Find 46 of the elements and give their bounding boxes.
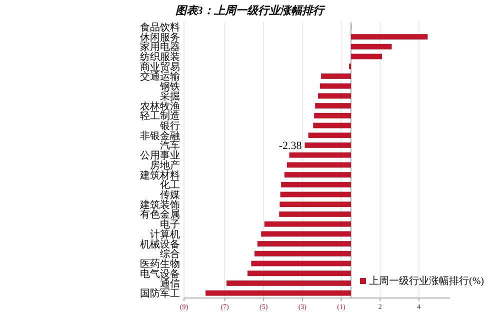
y-tick-label: 计算机: [150, 228, 180, 240]
bar: [318, 93, 351, 99]
bar: [320, 83, 351, 89]
y-tick-label: 建筑装饰: [139, 198, 180, 211]
y-tick-label: 食品饮料: [140, 21, 180, 34]
bar: [350, 34, 428, 40]
chart-title: 图表3：上周一级行业涨幅排行: [175, 4, 326, 17]
y-tick-label: 医药生物: [140, 258, 180, 270]
legend-label: 上周一级行业涨幅排行(%): [369, 275, 484, 287]
y-tick-label: 化工: [160, 179, 180, 192]
bar: [289, 152, 351, 158]
bar: [279, 212, 351, 217]
data-label: -2.38: [278, 140, 302, 152]
y-tick-label: 纺织服装: [140, 51, 180, 63]
bar: [321, 74, 351, 79]
y-tick-label: 休闲服务: [140, 31, 180, 44]
y-tick-label: 通信: [160, 278, 180, 290]
y-tick-label: 非银金融: [140, 130, 180, 142]
bar: [251, 260, 351, 266]
bar: [313, 122, 351, 128]
bar: [247, 270, 351, 276]
bar: [264, 221, 351, 227]
bar: [314, 112, 351, 118]
bar: [254, 250, 351, 256]
bar: [281, 182, 351, 188]
bar: [257, 241, 351, 246]
bar: [206, 290, 351, 296]
y-tick-label: 轻工制造: [140, 110, 180, 122]
y-tick-label: 交通运输: [140, 70, 180, 83]
bar: [308, 132, 351, 138]
bar: [280, 192, 351, 198]
bar: [280, 202, 351, 208]
bar: [350, 54, 382, 60]
y-tick-label: 房地产: [150, 159, 180, 172]
y-tick-label: 传媒: [160, 190, 180, 201]
bar: [315, 103, 351, 108]
y-tick-label: 建筑材料: [139, 169, 180, 182]
bar: [286, 162, 351, 168]
y-tick-label: 采掘: [160, 90, 180, 102]
bar: [304, 142, 351, 148]
bar: [226, 280, 351, 286]
y-tick-label: 国防军工: [140, 288, 180, 300]
y-tick-label: 银行: [159, 121, 180, 132]
bar: [261, 231, 351, 237]
bar: [284, 172, 351, 178]
bar: [350, 44, 392, 50]
